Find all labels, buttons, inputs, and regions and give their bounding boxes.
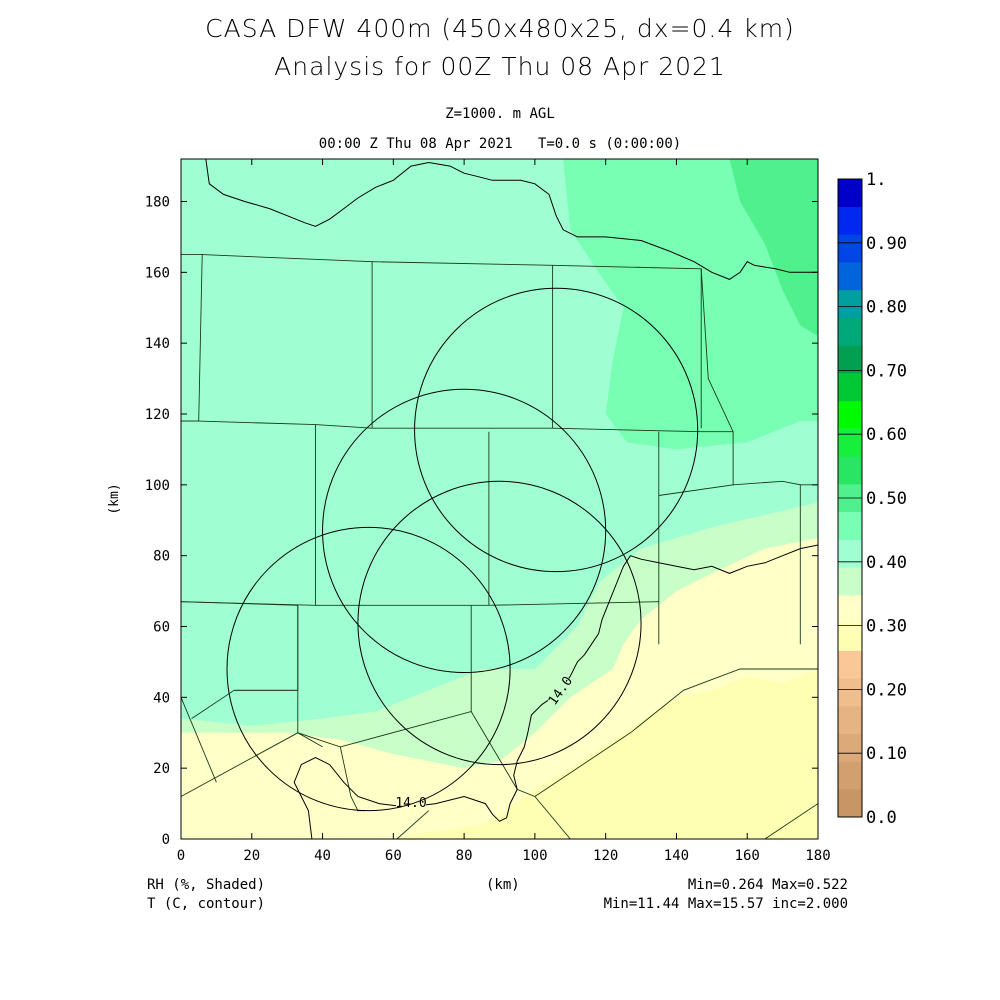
plot-frame <box>180 158 819 840</box>
x-tick-label: 60 <box>385 848 402 864</box>
county-line-18 <box>181 697 217 783</box>
colorbar-swatch <box>838 206 862 235</box>
shaded-field-label: RH (%, Shaded) <box>147 877 266 893</box>
rh-min-max: Min=0.264 Max=0.522 <box>687 877 848 893</box>
county-line-9 <box>658 268 734 496</box>
county-line-17 <box>534 796 571 839</box>
colorbar-swatch <box>838 290 862 318</box>
temperature-contour-14-north <box>205 159 818 280</box>
x-tick-label: 140 <box>664 848 689 864</box>
radar-range-circle-2 <box>357 480 642 766</box>
colorbar-label: 0.20 <box>866 680 907 700</box>
radar-range-circle-0 <box>414 287 699 573</box>
colorbar-swatch <box>838 650 862 679</box>
colorbar-swatch <box>838 706 862 734</box>
y-tick-label: 60 <box>153 620 170 636</box>
x-tick-label: 20 <box>243 848 260 864</box>
temperature-contour-14 <box>293 544 818 839</box>
x-tick-label: 0 <box>177 848 185 864</box>
colorbar-swatch <box>838 179 862 207</box>
x-tick-label: 120 <box>593 848 618 864</box>
colorbar-label: 0.0 <box>866 808 897 828</box>
colorbar-swatch <box>838 234 862 263</box>
x-tick-label: 100 <box>522 848 547 864</box>
y-axis-label: (km) <box>107 483 122 514</box>
colorbar-label: 1. <box>866 170 886 190</box>
colorbar-label: 0.30 <box>866 617 907 637</box>
y-tick-label: 180 <box>145 195 170 211</box>
y-tick-label: 160 <box>145 265 170 281</box>
t-min-max: Min=11.44 Max=15.57 inc=2.000 <box>603 896 848 912</box>
colorbar-swatch <box>838 317 862 346</box>
county-line-7 <box>315 601 659 606</box>
y-tick-label: 40 <box>153 690 170 706</box>
colorbar-swatch <box>838 733 862 762</box>
colorbar-swatch <box>838 622 862 651</box>
county-line-22 <box>396 810 429 839</box>
radar-range-circle-3 <box>226 526 511 812</box>
contour-label-bg <box>396 795 427 809</box>
county-line-19 <box>297 732 323 748</box>
county-line-4 <box>181 420 734 433</box>
x-axis-label: (km) <box>486 877 520 893</box>
x-tick-label: 40 <box>314 848 331 864</box>
y-tick-label: 20 <box>153 761 170 777</box>
y-tick-label: 80 <box>153 549 170 565</box>
rh-region-2 <box>563 159 818 450</box>
colorbar-swatch <box>838 428 862 457</box>
level-label: Z=1000. m AGL <box>445 106 555 122</box>
contour-label: 14.0 <box>395 796 426 811</box>
colorbar-label: 0.80 <box>866 298 907 318</box>
contour-label-bg <box>546 674 574 707</box>
time-label: 00:00 Z Thu 08 Apr 2021 T=0.0 s (0:00:00… <box>318 136 682 152</box>
colorbar-swatch <box>838 373 862 402</box>
colorbar-swatch <box>838 400 862 429</box>
colorbar-swatch <box>838 345 862 374</box>
colorbar-swatch <box>838 262 862 291</box>
rh-region-3 <box>729 159 818 337</box>
radar-range-circle-1 <box>322 388 607 674</box>
county-line-16 <box>470 668 818 798</box>
colorbar-label: 0.90 <box>866 234 907 254</box>
county-line-21 <box>764 803 818 839</box>
colorbar-label: 0.10 <box>866 744 907 764</box>
colorbar-label: 0.60 <box>866 425 907 445</box>
colorbar-swatch <box>838 761 862 790</box>
x-tick-label: 160 <box>735 848 760 864</box>
colorbar-swatch <box>838 456 862 485</box>
rh-region-5 <box>393 669 818 839</box>
chart-title: CASA DFW 400m (450x480x25, dx=0.4 km) <box>205 14 795 43</box>
x-tick-label: 180 <box>805 848 830 864</box>
county-line-10 <box>733 480 801 645</box>
colorbar-label: 0.70 <box>866 361 907 381</box>
contour-field-label: T (C, contour) <box>147 896 266 912</box>
y-tick-label: 0 <box>162 832 170 848</box>
x-tick-label: 80 <box>456 848 473 864</box>
colorbar-swatch <box>838 511 862 540</box>
y-tick-label: 120 <box>145 407 170 423</box>
y-tick-label: 140 <box>145 336 170 352</box>
colorbar-swatch <box>838 678 862 707</box>
colorbar-swatch <box>838 539 862 568</box>
chart-subtitle: Analysis for 00Z Thu 08 Apr 2021 <box>274 52 726 81</box>
colorbar-label: 0.40 <box>866 553 907 573</box>
y-tick-label: 100 <box>145 478 170 494</box>
colorbar-swatch <box>838 789 862 818</box>
colorbar-label: 0.50 <box>866 489 907 509</box>
colorbar-swatch <box>838 595 862 624</box>
colorbar-swatch <box>838 567 862 596</box>
